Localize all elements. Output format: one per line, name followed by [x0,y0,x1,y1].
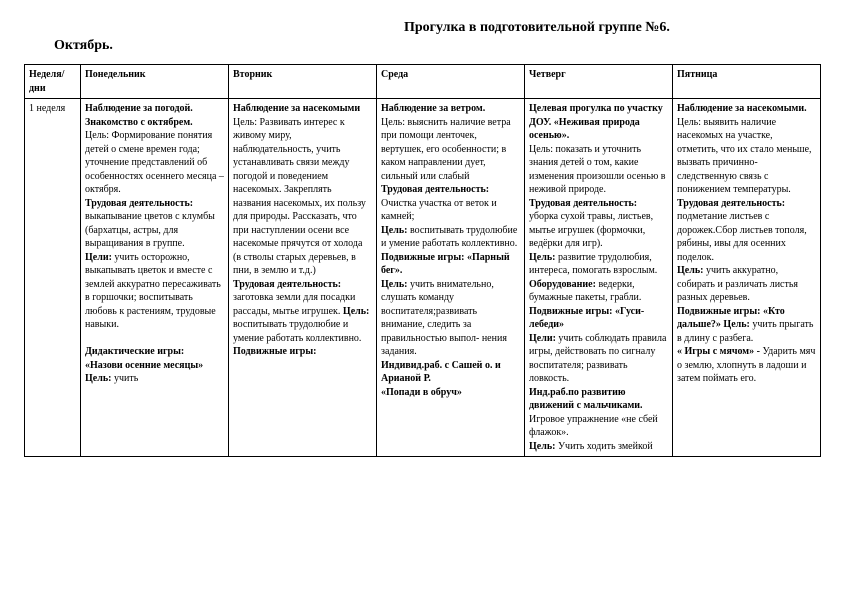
thu-p1: Цель: показать и уточнить знания детей о… [529,144,666,196]
week-cell: 1 неделя [25,99,81,457]
thu-b4: Оборудование: [529,279,596,290]
wed-p5: учить внимательно, слушать команду воспи… [381,279,507,358]
tue-b4: Подвижные игры: [233,346,316,357]
mon-b3: Цели: [85,252,112,263]
mon-p3: учить осторожно, выкапывать цветок и вме… [85,252,221,331]
month-label: Октябрь. [24,38,818,54]
col-tue: Вторник [229,65,377,99]
page-title: Прогулка в подготовительной группе №6. [24,20,818,36]
wed-b2: Трудовая деятельность: [381,184,489,195]
fri-p1: Цель: выявить наличие насекомых на участ… [677,117,812,196]
fri-b3: Цель: [677,265,703,276]
col-week: Неделя/ дни [25,65,81,99]
tue-b3: Цель: [343,306,369,317]
col-thu: Четверг [525,65,673,99]
wed-b3: Цель: [381,225,407,236]
table-row: 1 неделя Наблюдение за погодой. Знакомст… [25,99,821,457]
cell-thu: Целевая прогулка по участку ДОУ. «Нежива… [525,99,673,457]
mon-p1: Цель: Формирование понятия детей о смене… [85,130,224,195]
wed-b1: Наблюдение за ветром. [381,103,485,114]
col-fri: Пятница [673,65,821,99]
tue-p1: Цель: Развивать интерес к живому миру, н… [233,117,366,277]
thu-p8: Учить ходить змейкой [558,441,653,452]
tue-b1: Наблюдение за насекомыми [233,103,360,114]
thu-b6: Цели: [529,333,556,344]
cell-fri: Наблюдение за насекомыми. Цель: выявить … [673,99,821,457]
thu-b2: Трудовая деятельность: [529,198,637,209]
mon-b2: Трудовая деятельность: [85,198,193,209]
thu-b7: Инд.раб.по развитию движений с мальчикам… [529,387,643,412]
schedule-table: Неделя/ дни Понедельник Вторник Среда Че… [24,64,821,457]
wed-b7: «Попади в обруч» [381,387,462,398]
cell-tue: Наблюдение за насекомыми Цель: Развивать… [229,99,377,457]
fri-b5: « Игры с мячом» - [677,346,762,357]
thu-p7: Игровое упражнение «не сбей флажок». [529,414,658,439]
table-header-row: Неделя/ дни Понедельник Вторник Среда Че… [25,65,821,99]
cell-wed: Наблюдение за ветром. Цель: выяснить нал… [377,99,525,457]
tue-b2: Трудовая деятельность: [233,279,341,290]
wed-b5: Цель: [381,279,407,290]
wed-b6: Индивид.раб. с Сашей о. и Арианой Р. [381,360,501,385]
fri-p2: подметание листьев с дорожек.Сбор листье… [677,211,807,263]
mon-b1: Наблюдение за погодой. Знакомство с октя… [85,103,193,128]
thu-b3: Цель: [529,252,555,263]
fri-b1: Наблюдение за насекомыми. [677,103,807,114]
mon-b4: Дидактические игры: «Назови осенние меся… [85,346,203,384]
tue-p3: воспитывать трудолюбие и умение работать… [233,319,361,344]
fri-b2: Трудовая деятельность: [677,198,785,209]
thu-b1: Целевая прогулка по участку ДОУ. «Нежива… [529,103,663,141]
wed-p2: Очистка участка от веток и камней; [381,198,497,223]
cell-mon: Наблюдение за погодой. Знакомство с октя… [81,99,229,457]
thu-p2: уборка сухой травы, листьев, мытье игруш… [529,211,653,249]
mon-p4: учить [114,373,138,384]
col-mon: Понедельник [81,65,229,99]
thu-b5: Подвижные игры: «Гуси- лебеди» [529,306,644,331]
wed-b4: Подвижные игры: «Парный бег». [381,252,510,277]
mon-p2: выкапывание цветов с клумбы (бархатцы, а… [85,211,215,249]
col-wed: Среда [377,65,525,99]
thu-b8: Цель: [529,441,555,452]
tue-p2: заготовка земли для посадки рассады, мыт… [233,292,355,317]
wed-p1: Цель: выяснить наличие ветра при помощи … [381,117,511,182]
